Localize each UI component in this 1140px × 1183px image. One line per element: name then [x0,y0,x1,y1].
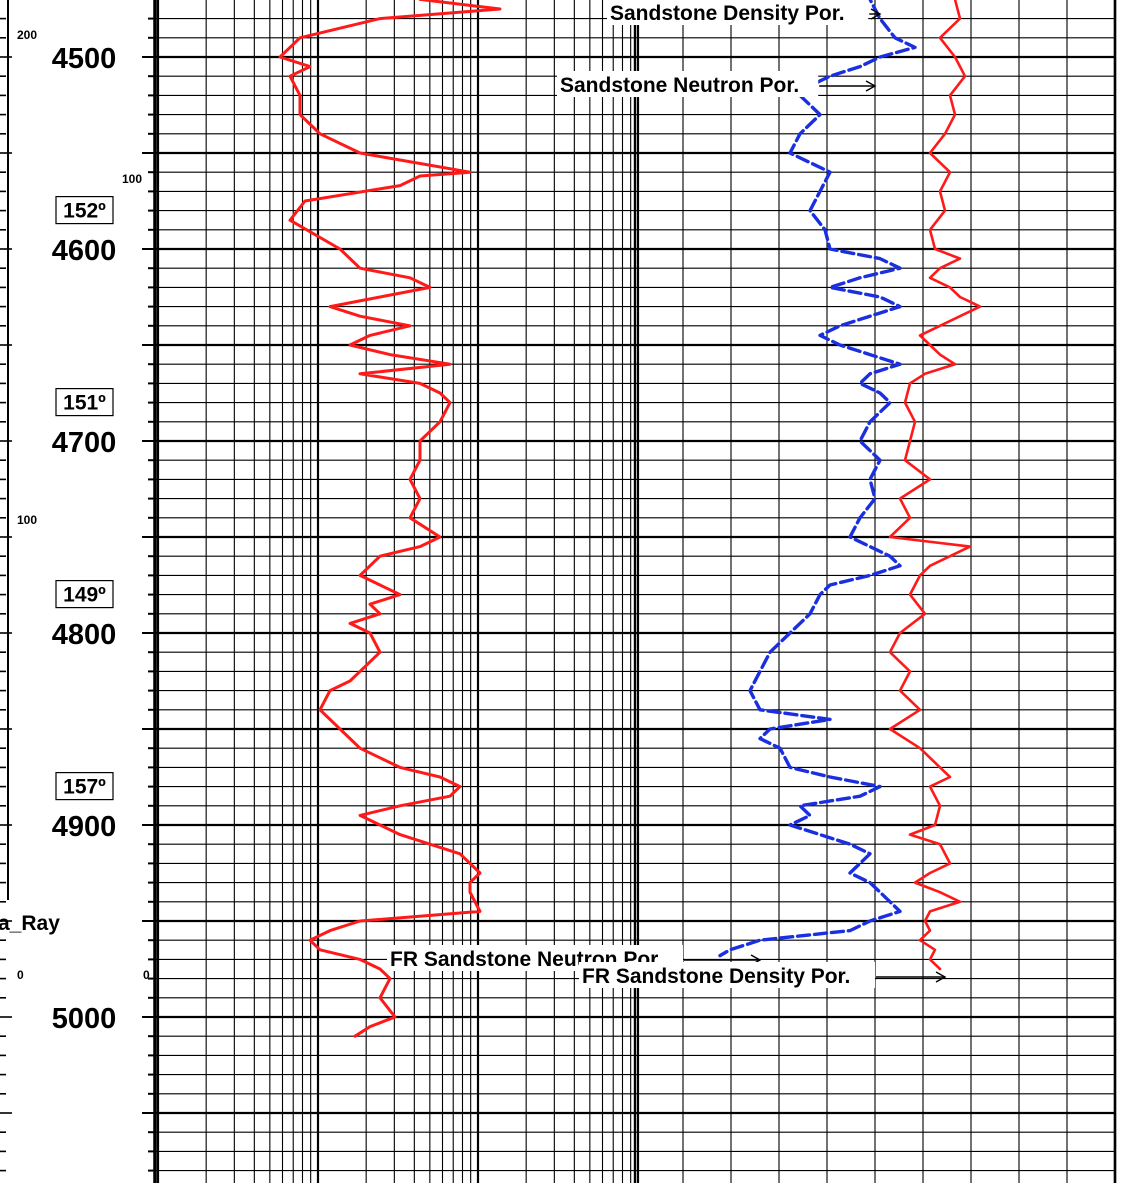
depth-label: 5000 [52,1003,117,1035]
scale-label: 100 [17,513,37,527]
label-bg [607,0,869,25]
scale-label: 0 [143,968,150,982]
depth-label: 4900 [52,811,117,843]
curve-gamma-ray [278,0,502,1038]
gamma-ray-label: a_Ray [0,912,60,935]
temperature-label: 152º [63,200,106,223]
label-bg [557,71,819,97]
depth-label: 4800 [52,619,117,651]
log-curves [278,0,982,1038]
curve-sandstone-neutron-por [718,0,917,958]
depth-axis: 450046004700480049005000153º152º151º149º… [0,0,157,1183]
arrow-head [935,971,947,983]
curve-sandstone-density-por [888,0,982,971]
log-grid [155,0,1117,1183]
sandstone-density-label: Sandstone Density Por. [610,2,845,25]
curve-labels: Sandstone Density Por. Sandstone Neutron … [387,0,947,988]
temperature-box [55,771,114,801]
temperature-box [55,196,114,225]
scale-label: 200 [17,28,37,42]
temperature-label: 149º [63,584,106,607]
temperature-label: 157º [63,776,106,799]
scale-label: 100 [122,172,142,186]
fr-sandstone-density-label: FR Sandstone Density Por. [582,965,850,988]
temperature-box [55,579,114,609]
depth-label: 4500 [52,43,117,75]
scale-label: 0 [17,968,24,982]
depth-label: 4700 [52,427,117,459]
temperature-label: 151º [63,392,106,415]
depth-label: 4600 [52,235,117,267]
temperature-box [55,388,114,417]
arrow-head [865,80,877,92]
label-bg [579,962,875,988]
sandstone-neutron-label: Sandstone Neutron Por. [560,74,799,97]
arrow-head [870,8,882,20]
